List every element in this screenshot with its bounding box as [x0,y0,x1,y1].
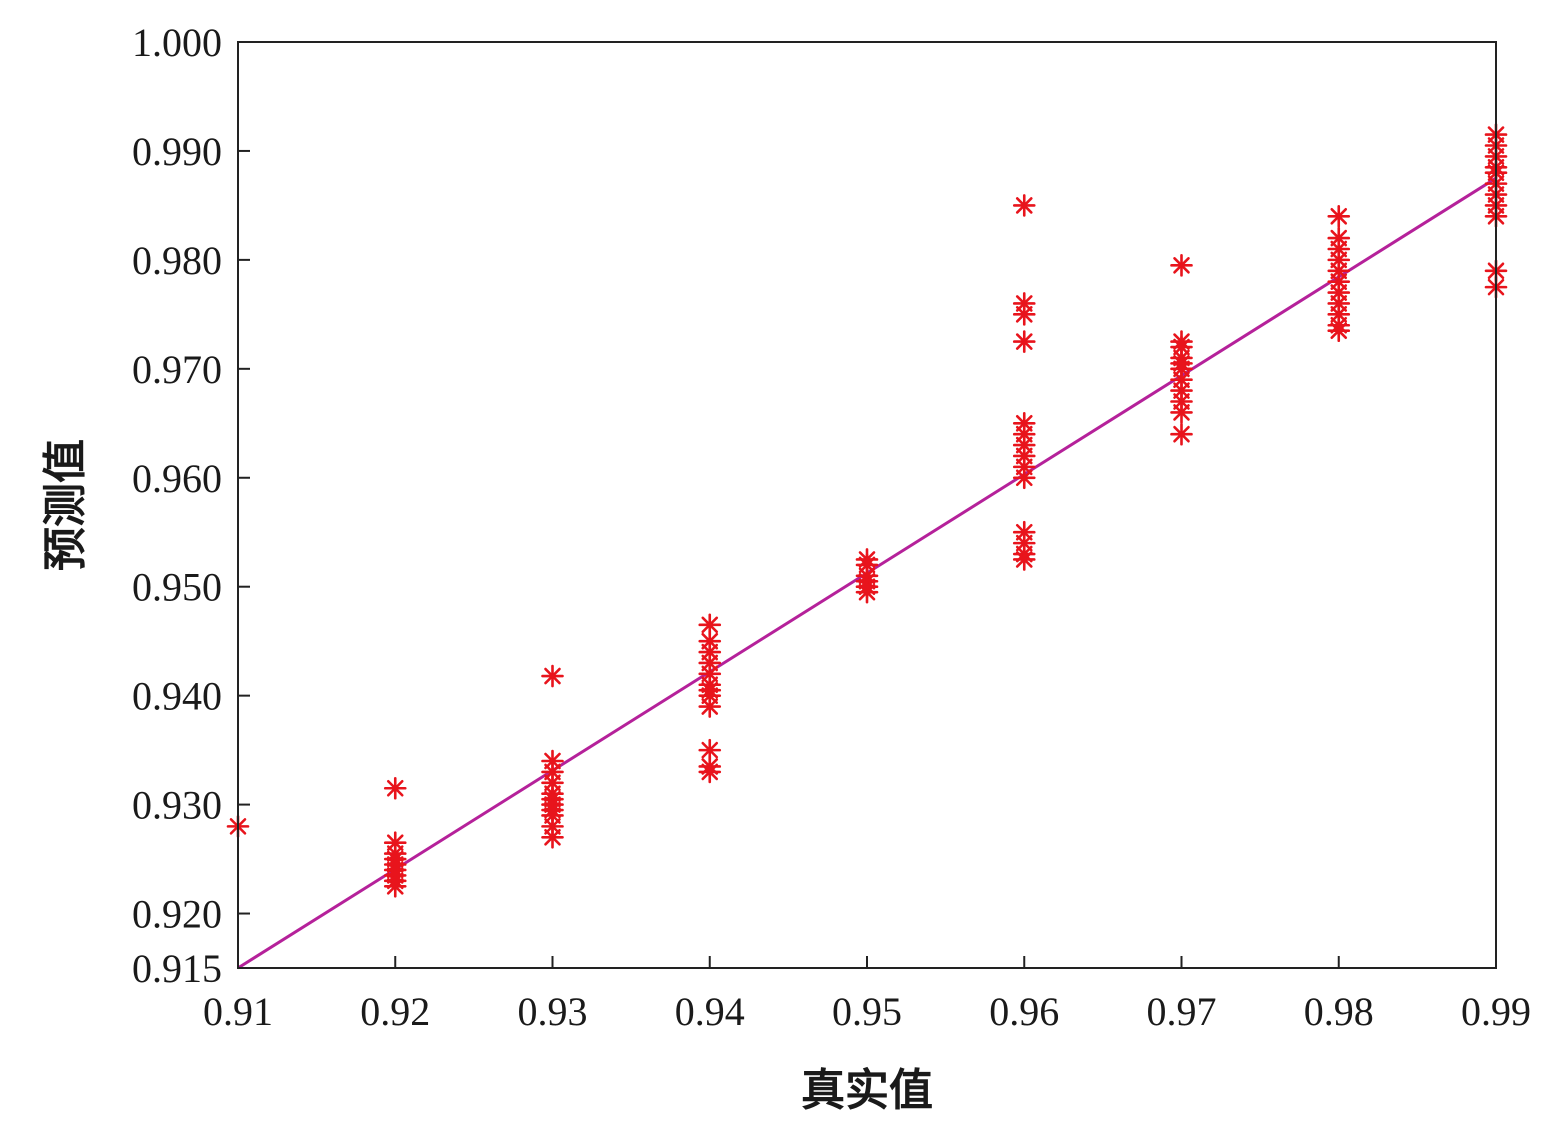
data-point [1327,319,1351,342]
y-tick-label: 0.915 [132,946,222,991]
data-point [698,760,722,784]
y-tick-label: 0.950 [132,565,222,610]
data-point [1327,205,1351,228]
x-tick-label: 0.96 [989,989,1059,1034]
y-tick-label: 0.990 [132,129,222,174]
x-tick-label: 0.95 [832,989,902,1034]
x-axis-title: 真实值 [801,1065,933,1116]
data-point [1012,303,1036,326]
data-point [541,825,564,849]
data-point [383,776,407,800]
data-point [383,874,407,898]
x-tick-label: 0.93 [518,989,588,1034]
data-point [1170,254,1193,277]
x-ticks-layer: 0.91 0.92 0.93 0.94 0.95 0.96 0.97 0.98 0.99 [203,956,1531,1034]
x-tick-label: 0.91 [203,989,273,1034]
data-point [1012,330,1036,353]
data-point [1170,422,1193,446]
data-point [698,738,722,762]
x-tick-label: 0.92 [360,989,430,1034]
y-tick-label: 0.940 [132,674,222,719]
y-tick-label: 0.980 [132,238,222,283]
data-point [1170,401,1193,424]
data-point [698,695,722,718]
x-tick-label: 0.97 [1147,989,1217,1034]
data-point [1012,466,1036,490]
data-point [1012,194,1036,217]
x-tick-label: 0.94 [675,989,745,1034]
data-point [1012,548,1036,571]
y-axis-title: 预测值 [40,439,91,571]
y-tick-label: 0.970 [132,347,222,392]
plot-background [238,42,1496,968]
x-tick-label: 0.98 [1304,989,1374,1034]
y-tick-label: 0.960 [132,456,222,501]
y-tick-label: 0.930 [132,783,222,828]
data-point [855,580,879,604]
data-point [541,664,564,688]
y-tick-label: 0.920 [132,892,222,937]
y-ticks-layer: 0.915 0.920 0.930 0.940 0.950 0.960 0.970 0.980… [132,20,250,991]
points-layer [226,123,1508,898]
x-tick-label: 0.99 [1461,989,1531,1034]
y-tick-label: 1.000 [132,20,222,65]
